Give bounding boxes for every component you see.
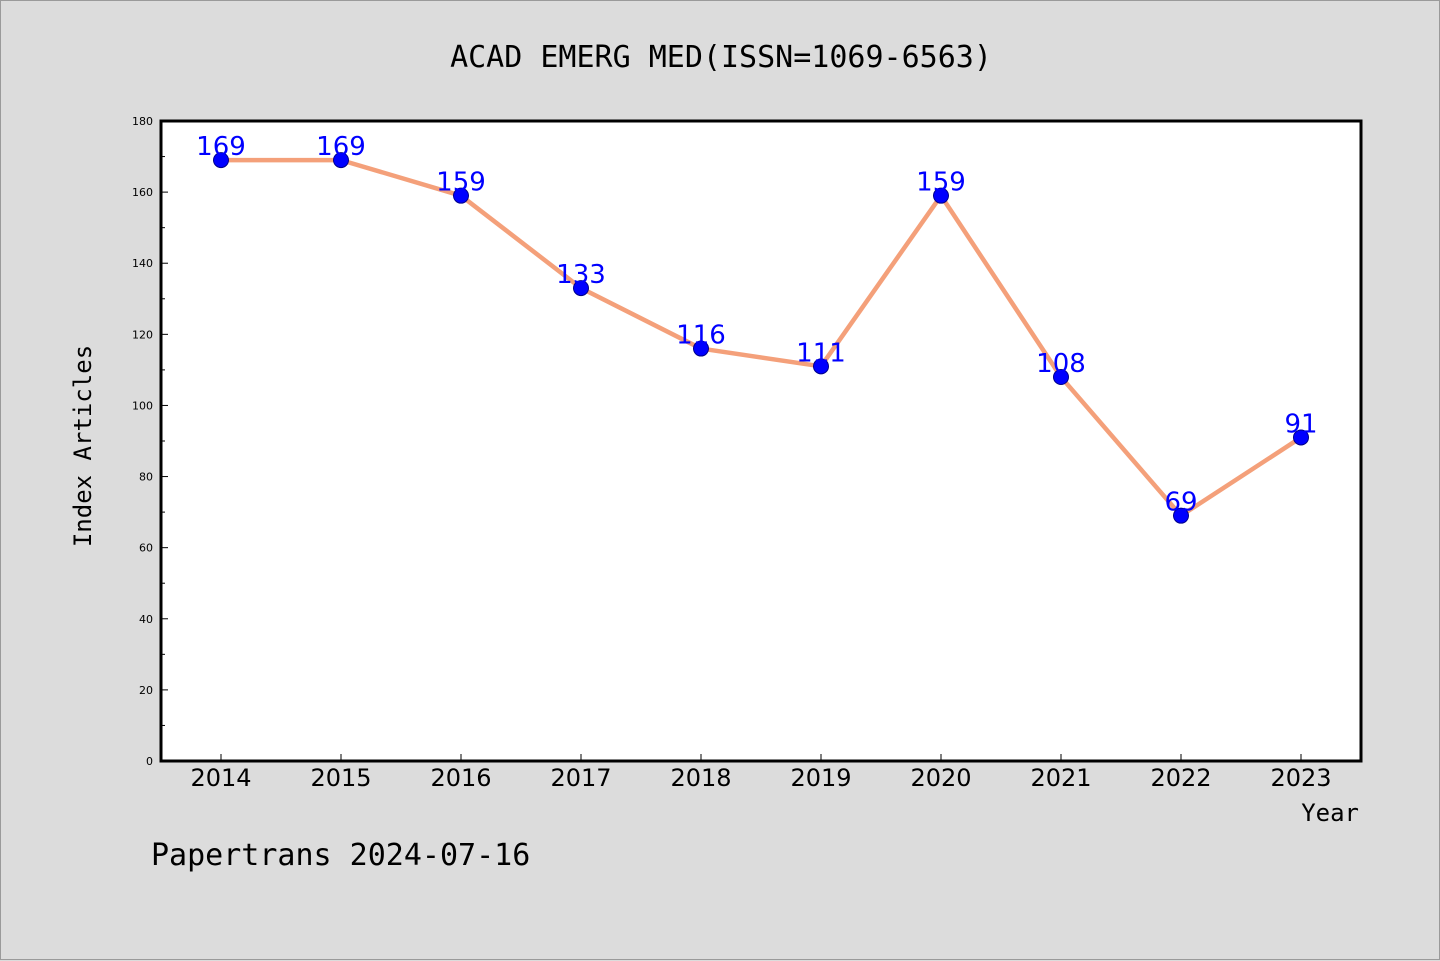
data-label: 133 [556,260,606,290]
y-tick-label: 140 [132,257,153,270]
data-label: 108 [1036,349,1086,379]
y-tick-label: 120 [132,328,153,341]
x-tick-label: 2019 [790,764,851,792]
data-point [1293,429,1309,446]
data-point [933,187,949,204]
data-labels: 169 169 159 133 116 111 159 108 69 91 [196,132,1317,518]
plot-area [159,119,1363,763]
data-point [1053,369,1069,385]
data-label: 116 [676,321,726,351]
data-label: 159 [916,168,966,198]
x-tick-label: 2020 [910,764,971,792]
x-tick-label: 2023 [1270,764,1331,792]
data-label: 159 [436,168,486,198]
x-tick-label: 2016 [430,764,491,792]
y-tick-label: 80 [139,471,153,484]
y-tick-label: 0 [146,755,153,768]
y-tick-label: 40 [139,613,153,626]
y-tick-label: 180 [132,115,153,128]
chart-title: ACAD EMERG MED(ISSN=1069-6563) [450,40,992,75]
series-polyline [221,157,1303,518]
y-tick-label: 20 [139,684,153,697]
x-tick-label: 2017 [550,764,611,792]
data-label: 111 [796,338,846,368]
x-tick-label: 2022 [1150,764,1211,792]
data-point [213,152,229,169]
y-axis-label: Index Articles [69,345,97,547]
y-tick-label: 160 [132,186,153,199]
data-point [333,152,349,169]
y-tick-label: 60 [139,542,153,555]
data-point [813,358,829,375]
x-axis-ticks: 2014 2015 2016 2017 2018 2019 2020 2021 2022 2023 [190,754,1332,792]
x-tick-label: 2018 [670,764,731,792]
x-tick-label: 2014 [190,764,251,792]
data-point [453,187,469,204]
data-label: 169 [316,132,366,162]
data-point [573,280,589,297]
data-label: 69 [1164,488,1197,518]
y-axis-ticks: 0 20 40 60 80 100 120 140 160 180 [132,115,168,768]
footer-credit: Papertrans 2024-07-16 [151,838,530,873]
y-tick-label: 100 [132,399,153,412]
x-tick-label: 2015 [310,764,371,792]
data-label: 169 [196,132,246,162]
data-point [693,340,709,357]
x-tick-label: 2021 [1030,764,1091,792]
data-point [1173,507,1189,524]
x-axis-label: Year [1301,799,1359,827]
series-line [213,152,1309,524]
data-label: 91 [1284,409,1317,439]
